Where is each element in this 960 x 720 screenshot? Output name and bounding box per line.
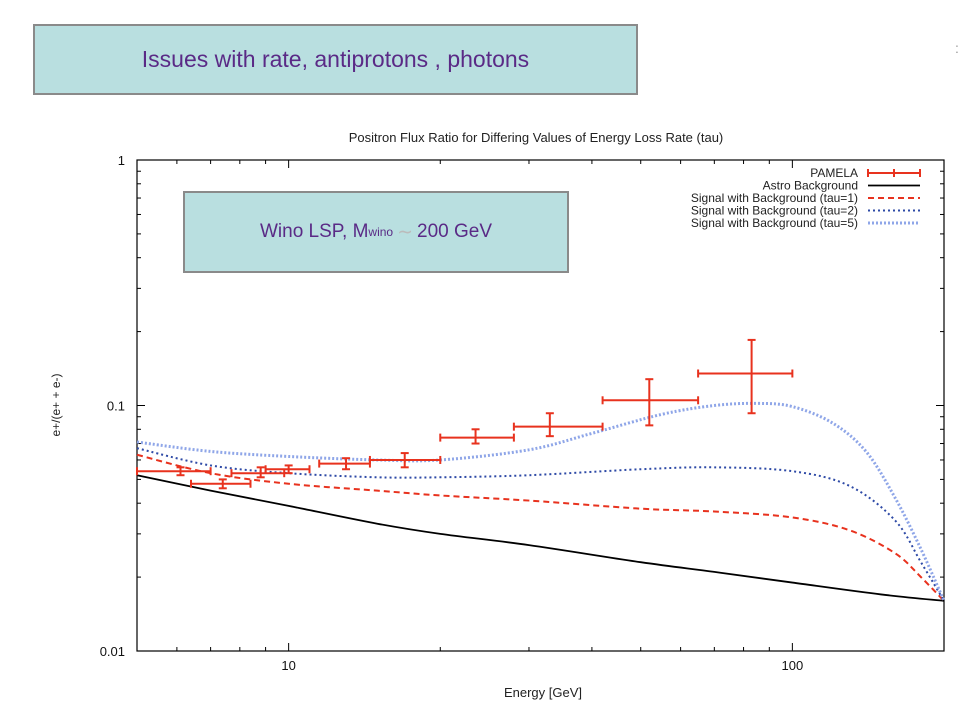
wino-suffix: 200 GeV: [417, 221, 493, 242]
legend-label: Signal with Background (tau=5): [691, 216, 858, 230]
pamela-point: [368, 452, 442, 469]
series-layer: [136, 338, 946, 602]
legend-label: PAMELA: [810, 166, 858, 180]
slide-title-box: Issues with rate, antiprotons , photons: [33, 24, 638, 95]
chart-title: Positron Flux Ratio for Differing Values…: [349, 130, 724, 145]
pamela-point: [697, 338, 794, 415]
axis-ticks: [136, 160, 945, 652]
x-tick-labels: 10 100: [281, 658, 803, 673]
x-tick-label: 100: [782, 658, 804, 673]
y-tick-labels: 0.01 0.1 1: [100, 153, 125, 659]
x-axis-label: Energy [GeV]: [504, 685, 582, 700]
series-line-1: [136, 474, 945, 602]
wino-prefix: Wino LSP, M: [259, 221, 369, 242]
series-line-2: [136, 453, 945, 602]
legend-label: Astro Background: [763, 179, 858, 193]
pamela-point: [136, 466, 212, 477]
pamela-point: [190, 478, 252, 490]
legend-label: Signal with Background (tau=1): [691, 191, 858, 205]
y-tick-label: 1: [118, 153, 125, 168]
y-axis-label: e+/(e+ + e-): [49, 373, 63, 436]
wino-subscript: wino: [368, 225, 394, 239]
stray-mark: :: [955, 40, 959, 56]
approx-symbol: ∼: [397, 221, 414, 243]
pamela-point: [601, 378, 700, 427]
legend-label: Signal with Background (tau=2): [691, 204, 858, 218]
slide-title-text: Issues with rate, antiprotons , photons: [141, 46, 530, 72]
y-tick-label: 0.01: [100, 644, 125, 659]
pamela-point: [264, 464, 311, 475]
x-tick-label: 10: [281, 658, 295, 673]
y-tick-label: 0.1: [107, 399, 125, 414]
pamela-point: [512, 412, 604, 438]
pamela-point: [439, 428, 515, 445]
pamela-point: [230, 466, 286, 479]
series-line-3: [136, 447, 945, 602]
series-line-4: [136, 401, 946, 602]
